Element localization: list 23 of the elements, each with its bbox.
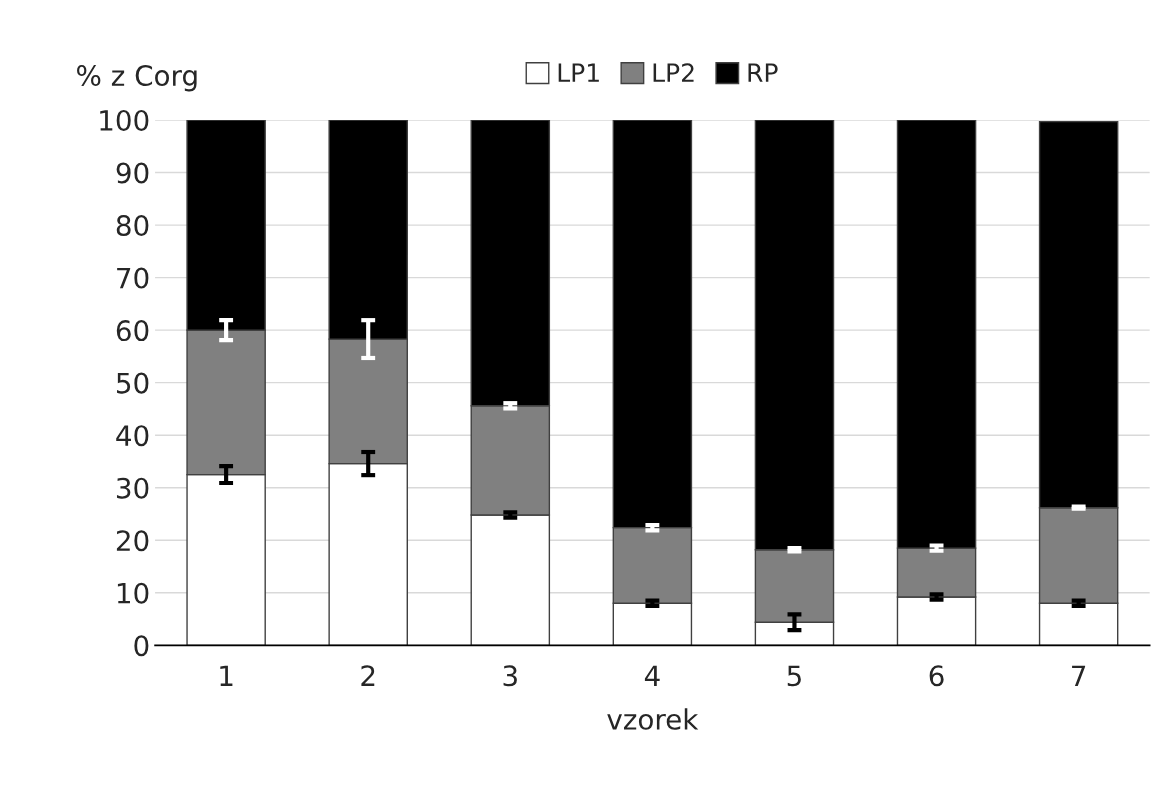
x-tick-label: 5 [787,665,801,687]
y-tick-label: 60 [116,320,149,342]
y-tick-label: 40 [116,425,149,447]
y-tick-label: 20 [116,530,149,552]
x-tick-label: 1 [220,665,233,686]
y-tick-label: 70 [117,267,149,289]
x-tick-label: 6 [929,665,944,687]
x-tick-label: 2 [361,665,375,686]
x-tick-label: 4 [644,665,660,686]
x-tick-label: 7 [1072,665,1086,686]
y-tick-label: 80 [116,215,149,237]
y-tick-label: 10 [117,582,149,604]
legend-label: LP1 [558,63,599,82]
y-tick-label: 50 [117,372,149,394]
y-axis-title: % z Corg [77,65,197,92]
legend-label: RP [748,63,778,82]
y-tick-label: 100 [100,109,149,131]
y-tick-label: 90 [116,162,149,184]
y-tick-label: 0 [134,635,149,657]
x-axis-title: vzorek [607,708,699,730]
legend-label: LP2 [653,63,694,82]
y-tick-label: 30 [116,477,149,499]
x-tick-label: 3 [503,665,517,687]
